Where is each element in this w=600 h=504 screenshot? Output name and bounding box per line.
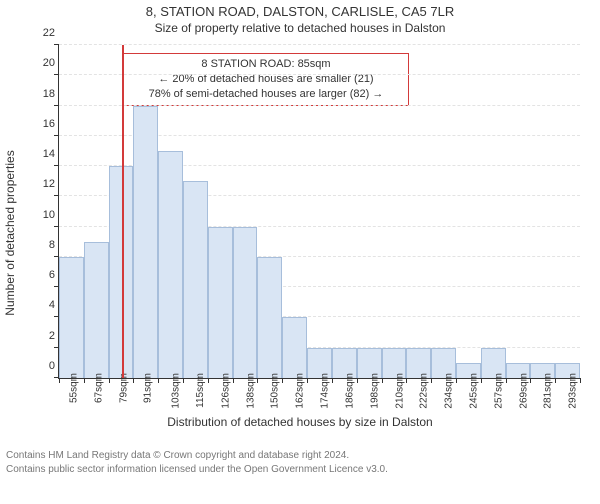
xtick-mark xyxy=(555,378,556,383)
xtick-mark xyxy=(109,378,110,383)
x-axis-label: Distribution of detached houses by size … xyxy=(0,415,600,429)
plot-area: 8 STATION ROAD: 85sqm ← 20% of detached … xyxy=(58,45,580,379)
xtick-mark xyxy=(431,378,432,383)
xtick-mark xyxy=(382,378,383,383)
xtick-mark xyxy=(183,378,184,383)
xtick-mark xyxy=(59,378,60,383)
xtick-mark xyxy=(307,378,308,383)
xtick-mark xyxy=(456,378,457,383)
xtick-label: 257sqm xyxy=(493,373,504,409)
xtick-label: 245sqm xyxy=(468,373,479,409)
xtick-mark xyxy=(580,378,581,383)
y-axis-label: Number of detached properties xyxy=(3,150,17,315)
footer: Contains HM Land Registry data © Crown c… xyxy=(6,449,594,477)
xtick-mark xyxy=(406,378,407,383)
annotation-line-1: 8 STATION ROAD: 85sqm xyxy=(130,57,402,72)
xtick-label: 79sqm xyxy=(118,373,129,403)
ytick-label: 14 xyxy=(31,148,55,160)
xtick-mark xyxy=(158,378,159,383)
histogram-bar xyxy=(233,227,258,378)
xtick-label: 186sqm xyxy=(344,373,355,409)
ytick-mark xyxy=(54,226,59,227)
ytick-label: 16 xyxy=(31,118,55,130)
xtick-label: 55sqm xyxy=(69,373,80,403)
xtick-label: 222sqm xyxy=(419,373,430,409)
annotation-box: 8 STATION ROAD: 85sqm ← 20% of detached … xyxy=(123,53,409,106)
ytick-label: 8 xyxy=(31,239,55,251)
xtick-label: 67sqm xyxy=(93,373,104,403)
ytick-label: 6 xyxy=(31,269,55,281)
footer-line-2: Contains public sector information licen… xyxy=(6,463,594,477)
xtick-mark xyxy=(357,378,358,383)
ytick-label: 22 xyxy=(31,27,55,39)
histogram-bar xyxy=(133,106,158,378)
xtick-label: 115sqm xyxy=(195,373,206,408)
histogram-bar xyxy=(158,151,183,378)
ytick-label: 0 xyxy=(31,360,55,372)
ytick-label: 18 xyxy=(31,88,55,100)
xtick-label: 210sqm xyxy=(394,373,405,409)
xtick-label: 138sqm xyxy=(245,373,256,409)
xtick-mark xyxy=(208,378,209,383)
xtick-mark xyxy=(257,378,258,383)
ytick-mark xyxy=(54,105,59,106)
xtick-mark xyxy=(332,378,333,383)
xtick-label: 91sqm xyxy=(143,373,154,403)
xtick-label: 234sqm xyxy=(443,373,454,409)
histogram-bar xyxy=(282,317,307,378)
ytick-mark xyxy=(54,44,59,45)
ytick-label: 12 xyxy=(31,178,55,190)
xtick-label: 150sqm xyxy=(270,373,281,409)
gridline xyxy=(59,74,580,75)
xtick-label: 198sqm xyxy=(369,373,380,409)
ytick-mark xyxy=(54,74,59,75)
xtick-label: 293sqm xyxy=(567,373,578,409)
histogram-bar xyxy=(84,242,109,378)
property-marker-line xyxy=(122,45,124,378)
ytick-label: 2 xyxy=(31,330,55,342)
ytick-mark xyxy=(54,165,59,166)
ytick-label: 10 xyxy=(31,209,55,221)
footer-line-1: Contains HM Land Registry data © Crown c… xyxy=(6,449,594,463)
xtick-label: 162sqm xyxy=(295,373,306,409)
xtick-label: 174sqm xyxy=(319,373,330,409)
xtick-mark xyxy=(133,378,134,383)
histogram-bar xyxy=(208,227,233,378)
xtick-label: 269sqm xyxy=(518,373,529,409)
xtick-mark xyxy=(282,378,283,383)
gridline xyxy=(59,44,580,45)
histogram-bar xyxy=(183,181,208,378)
page-subtitle: Size of property relative to detached ho… xyxy=(0,21,600,35)
xtick-mark xyxy=(233,378,234,383)
xtick-mark xyxy=(530,378,531,383)
xtick-label: 126sqm xyxy=(220,373,231,409)
ytick-mark xyxy=(54,135,59,136)
page-title: 8, STATION ROAD, DALSTON, CARLISLE, CA5 … xyxy=(0,4,600,19)
histogram-bar xyxy=(257,257,282,378)
chart-container: Number of detached properties 8 STATION … xyxy=(4,39,596,413)
annotation-line-3: 78% of semi-detached houses are larger (… xyxy=(130,87,402,102)
ytick-mark xyxy=(54,195,59,196)
xtick-mark xyxy=(506,378,507,383)
ytick-label: 4 xyxy=(31,299,55,311)
xtick-mark xyxy=(481,378,482,383)
xtick-label: 103sqm xyxy=(171,373,182,409)
histogram-bar xyxy=(59,257,84,378)
ytick-label: 20 xyxy=(31,57,55,69)
xtick-mark xyxy=(84,378,85,383)
xtick-label: 281sqm xyxy=(543,373,554,409)
